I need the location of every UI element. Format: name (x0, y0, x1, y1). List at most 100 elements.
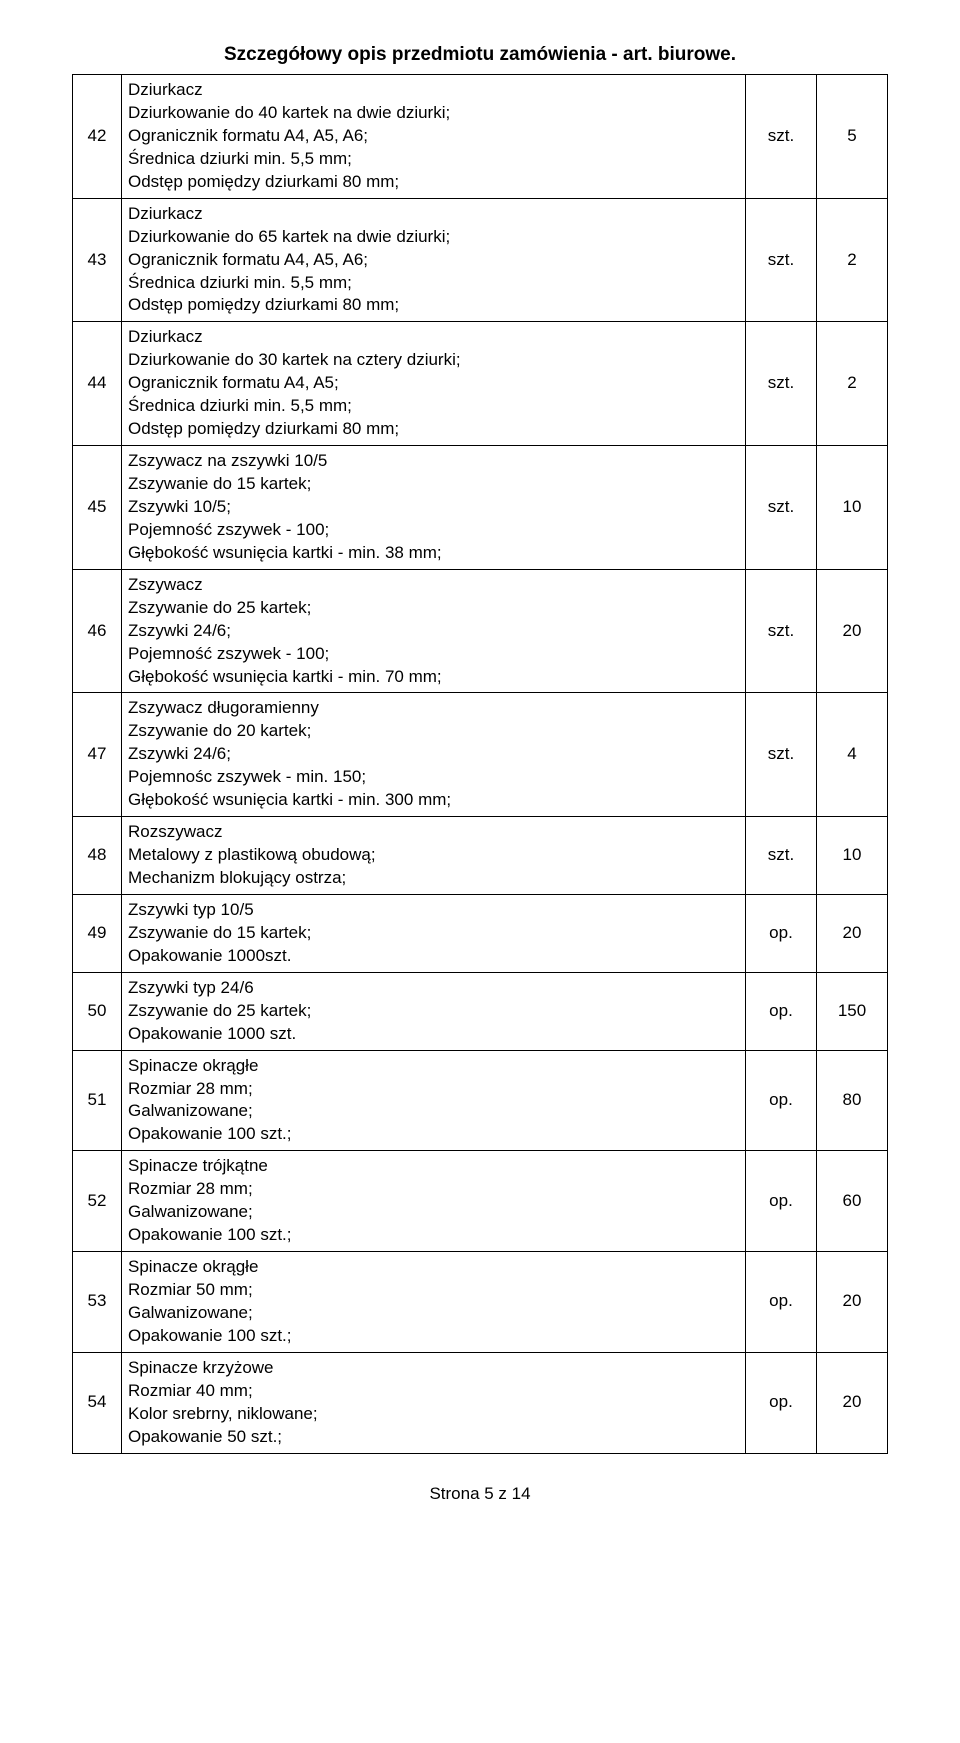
description-line: Rozmiar 50 mm; (128, 1279, 739, 1302)
row-quantity: 2 (817, 198, 888, 322)
row-unit: szt. (746, 693, 817, 817)
description-line: Pojemność zszywek - 100; (128, 519, 739, 542)
table-row: 52Spinacze trójkątneRozmiar 28 mm;Galwan… (73, 1151, 888, 1252)
description-line: Zszywki typ 24/6 (128, 977, 739, 1000)
description-line: Zszywacz na zszywki 10/5 (128, 450, 739, 473)
description-line: Zszywki 24/6; (128, 620, 739, 643)
row-description: Zszywacz długoramiennyZszywanie do 20 ka… (122, 693, 746, 817)
row-quantity: 20 (817, 1352, 888, 1453)
description-line: Zszywanie do 25 kartek; (128, 1000, 739, 1023)
description-line: Pojemnośc zszywek - min. 150; (128, 766, 739, 789)
description-line: Opakowanie 50 szt.; (128, 1426, 739, 1449)
table-row: 54Spinacze krzyżoweRozmiar 40 mm;Kolor s… (73, 1352, 888, 1453)
table-row: 47Zszywacz długoramiennyZszywanie do 20 … (73, 693, 888, 817)
description-line: Rozszywacz (128, 821, 739, 844)
row-description: ZszywaczZszywanie do 25 kartek;Zszywki 2… (122, 569, 746, 693)
row-description: Zszywki typ 10/5Zszywanie do 15 kartek;O… (122, 894, 746, 972)
row-number: 43 (73, 198, 122, 322)
description-line: Ogranicznik formatu A4, A5, A6; (128, 125, 739, 148)
description-line: Zszywki typ 10/5 (128, 899, 739, 922)
table-row: 42 DziurkaczDziurkowanie do 40 kartek na … (73, 75, 888, 199)
description-line: Średnica dziurki min. 5,5 mm; (128, 272, 739, 295)
row-quantity: 4 (817, 693, 888, 817)
description-line: Pojemność zszywek - 100; (128, 643, 739, 666)
description-line: Mechanizm blokujący ostrza; (128, 867, 739, 890)
row-unit: szt. (746, 817, 817, 895)
description-line: Dziurkowanie do 65 kartek na dwie dziurk… (128, 226, 739, 249)
table-row: 49Zszywki typ 10/5Zszywanie do 15 kartek… (73, 894, 888, 972)
description-line: Rozmiar 28 mm; (128, 1178, 739, 1201)
row-number: 52 (73, 1151, 122, 1252)
description-line: Zszywacz (128, 574, 739, 597)
page-title: Szczegółowy opis przedmiotu zamówienia -… (72, 44, 888, 66)
description-line: Średnica dziurki min. 5,5 mm; (128, 148, 739, 171)
row-quantity: 150 (817, 972, 888, 1050)
row-number: 48 (73, 817, 122, 895)
page-footer: Strona 5 z 14 (72, 1484, 888, 1504)
row-quantity: 20 (817, 569, 888, 693)
description-line: Zszywanie do 20 kartek; (128, 720, 739, 743)
table-row: 43DziurkaczDziurkowanie do 65 kartek na … (73, 198, 888, 322)
description-line: Galwanizowane; (128, 1302, 739, 1325)
row-number: 44 (73, 322, 122, 446)
description-line: Opakowanie 1000 szt. (128, 1023, 739, 1046)
page: Szczegółowy opis przedmiotu zamówienia -… (0, 0, 960, 1534)
row-description: RozszywaczMetalowy z plastikową obudową;… (122, 817, 746, 895)
row-number: 45 (73, 446, 122, 570)
row-description: Spinacze okrągłeRozmiar 50 mm;Galwanizow… (122, 1252, 746, 1353)
row-unit: op. (746, 1050, 817, 1151)
row-quantity: 2 (817, 322, 888, 446)
row-quantity: 80 (817, 1050, 888, 1151)
description-line: Dziurkowanie do 30 kartek na cztery dziu… (128, 349, 739, 372)
row-number: 42 (73, 75, 122, 199)
description-line: Zszywanie do 15 kartek; (128, 473, 739, 496)
row-quantity: 5 (817, 75, 888, 199)
description-line: Spinacze okrągłe (128, 1256, 739, 1279)
description-line: Dziurkacz (128, 203, 739, 226)
row-description: Spinacze trójkątneRozmiar 28 mm;Galwaniz… (122, 1151, 746, 1252)
row-quantity: 10 (817, 817, 888, 895)
table-row: 48RozszywaczMetalowy z plastikową obudow… (73, 817, 888, 895)
description-line: Zszywanie do 15 kartek; (128, 922, 739, 945)
description-line: Dziurkowanie do 40 kartek na dwie dziurk… (128, 102, 739, 125)
table-row: 44DziurkaczDziurkowanie do 30 kartek na … (73, 322, 888, 446)
row-number: 46 (73, 569, 122, 693)
row-unit: szt. (746, 75, 817, 199)
description-line: Ogranicznik formatu A4, A5; (128, 372, 739, 395)
description-line: Głębokość wsunięcia kartki - min. 38 mm; (128, 542, 739, 565)
row-quantity: 10 (817, 446, 888, 570)
description-line: Kolor srebrny, niklowane; (128, 1403, 739, 1426)
row-description: DziurkaczDziurkowanie do 30 kartek na cz… (122, 322, 746, 446)
description-line: Odstęp pomiędzy dziurkami 80 mm; (128, 171, 739, 194)
row-description: Spinacze okrągłeRozmiar 28 mm;Galwanizow… (122, 1050, 746, 1151)
row-number: 50 (73, 972, 122, 1050)
description-line: Opakowanie 100 szt.; (128, 1325, 739, 1348)
row-unit: op. (746, 972, 817, 1050)
description-line: Dziurkacz (128, 79, 739, 102)
description-line: Spinacze krzyżowe (128, 1357, 739, 1380)
description-line: Zszywki 10/5; (128, 496, 739, 519)
description-line: Spinacze trójkątne (128, 1155, 739, 1178)
row-unit: szt. (746, 569, 817, 693)
description-line: Średnica dziurki min. 5,5 mm; (128, 395, 739, 418)
description-line: Zszywki 24/6; (128, 743, 739, 766)
description-line: Galwanizowane; (128, 1100, 739, 1123)
table-row: 50 Zszywki typ 24/6Zszywanie do 25 kartek… (73, 972, 888, 1050)
table-row: 53Spinacze okrągłeRozmiar 50 mm;Galwaniz… (73, 1252, 888, 1353)
row-quantity: 20 (817, 894, 888, 972)
description-line: Zszywanie do 25 kartek; (128, 597, 739, 620)
table-row: 45 Zszywacz na zszywki 10/5Zszywanie do 1… (73, 446, 888, 570)
row-number: 54 (73, 1352, 122, 1453)
description-line: Odstęp pomiędzy dziurkami 80 mm; (128, 418, 739, 441)
row-number: 49 (73, 894, 122, 972)
description-line: Spinacze okrągłe (128, 1055, 739, 1078)
row-number: 53 (73, 1252, 122, 1353)
row-description: Spinacze krzyżoweRozmiar 40 mm;Kolor sre… (122, 1352, 746, 1453)
description-line: Głębokość wsunięcia kartki - min. 70 mm; (128, 666, 739, 689)
table-row: 51Spinacze okrągłeRozmiar 28 mm;Galwaniz… (73, 1050, 888, 1151)
row-quantity: 20 (817, 1252, 888, 1353)
description-line: Zszywacz długoramienny (128, 697, 739, 720)
description-line: Odstęp pomiędzy dziurkami 80 mm; (128, 294, 739, 317)
row-description: DziurkaczDziurkowanie do 65 kartek na dw… (122, 198, 746, 322)
description-line: Rozmiar 28 mm; (128, 1078, 739, 1101)
